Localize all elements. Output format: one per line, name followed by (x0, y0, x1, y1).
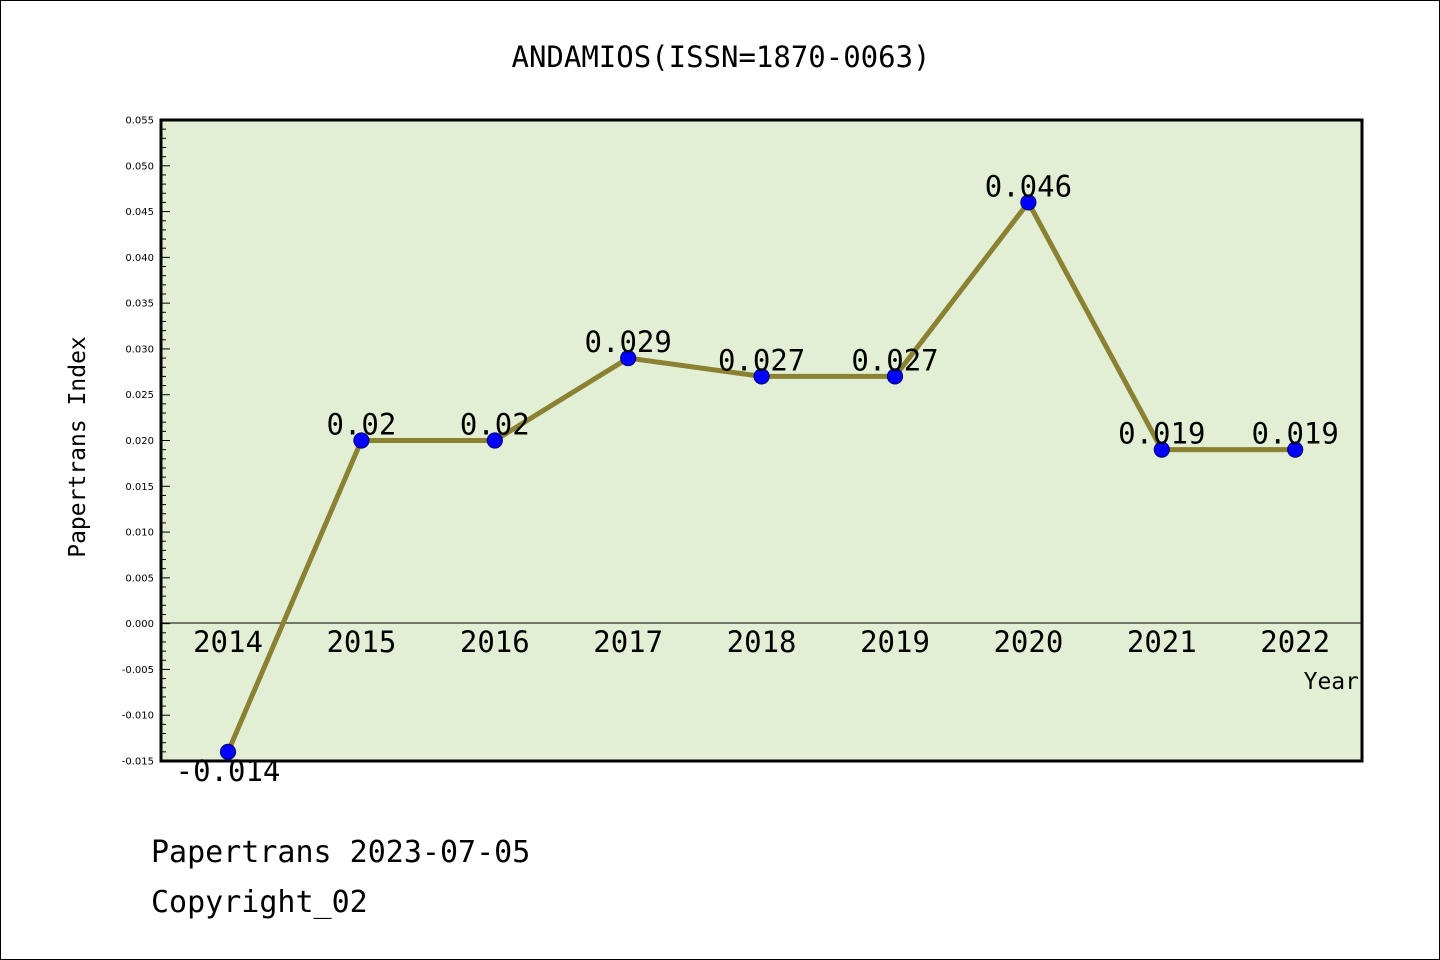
x-tick-label: 2019 (860, 625, 930, 659)
x-tick-label: 2014 (193, 625, 263, 659)
data-label: 0.019 (1118, 417, 1205, 451)
y-axis-ticks: -0.015 -0.010 -0.005 0.000 0.005 0.010 0.015 0.… (122, 116, 170, 768)
y-tick-label: 0.035 (125, 299, 154, 310)
y-tick-label: 0.055 (125, 116, 154, 127)
data-label: 0.027 (851, 343, 938, 377)
data-point (1153, 441, 1170, 458)
data-points (219, 194, 1304, 760)
x-axis-ticks: 2014 2015 2016 2017 2018 2019 2020 2021 2022 (193, 625, 1330, 659)
x-tick-label: 2020 (993, 625, 1063, 659)
plot-frame (159, 118, 1364, 763)
data-point (353, 432, 370, 449)
data-label: 0.02 (460, 408, 530, 442)
y-axis-label: Papertrans Index (65, 336, 91, 558)
y-tick-label: -0.005 (122, 665, 154, 676)
x-tick-label: 2017 (593, 625, 663, 659)
data-label: 0.02 (326, 408, 396, 442)
y-tick-label: 0.025 (125, 390, 154, 401)
data-point (753, 368, 770, 385)
data-label: 0.046 (985, 169, 1072, 203)
data-point (486, 432, 503, 449)
y-tick-label: 0.010 (125, 528, 154, 539)
y-tick-label: 0.045 (125, 207, 154, 218)
y-tick-label: 0.040 (125, 253, 154, 264)
y-tick-label: 0.030 (125, 344, 154, 355)
y-tick-label: 0.015 (125, 482, 154, 493)
data-point (1020, 194, 1037, 211)
y-tick-label: -0.010 (122, 711, 154, 722)
data-label: 0.019 (1252, 417, 1339, 451)
data-label: 0.029 (585, 325, 672, 359)
x-tick-label: 2018 (727, 625, 797, 659)
data-point (1287, 441, 1304, 458)
data-label: 0.027 (718, 343, 805, 377)
y-tick-label: 0.000 (125, 619, 154, 630)
x-tick-label: 2016 (460, 625, 530, 659)
data-point (219, 743, 237, 760)
y-tick-label: 0.020 (125, 436, 154, 447)
y-tick-label: 0.050 (125, 161, 154, 172)
footer-copyright: Copyright_02 (151, 885, 368, 920)
chart-title: ANDAMIOS(ISSN=1870-0063) (511, 40, 930, 74)
footer-source: Papertrans 2023-07-05 (151, 835, 531, 870)
x-axis-label: Year (1304, 669, 1359, 695)
data-labels: -0.014 0.02 0.02 0.029 0.027 0.027 0.046 0.019 0… (176, 169, 1339, 787)
data-point (886, 368, 904, 385)
x-tick-label: 2021 (1127, 625, 1197, 659)
x-tick-label: 2015 (326, 625, 396, 659)
y-tick-label: -0.015 (122, 757, 154, 768)
x-tick-label: 2022 (1260, 625, 1330, 659)
data-label: -0.014 (176, 754, 281, 788)
data-point (620, 349, 637, 367)
y-tick-label: 0.005 (125, 573, 154, 584)
